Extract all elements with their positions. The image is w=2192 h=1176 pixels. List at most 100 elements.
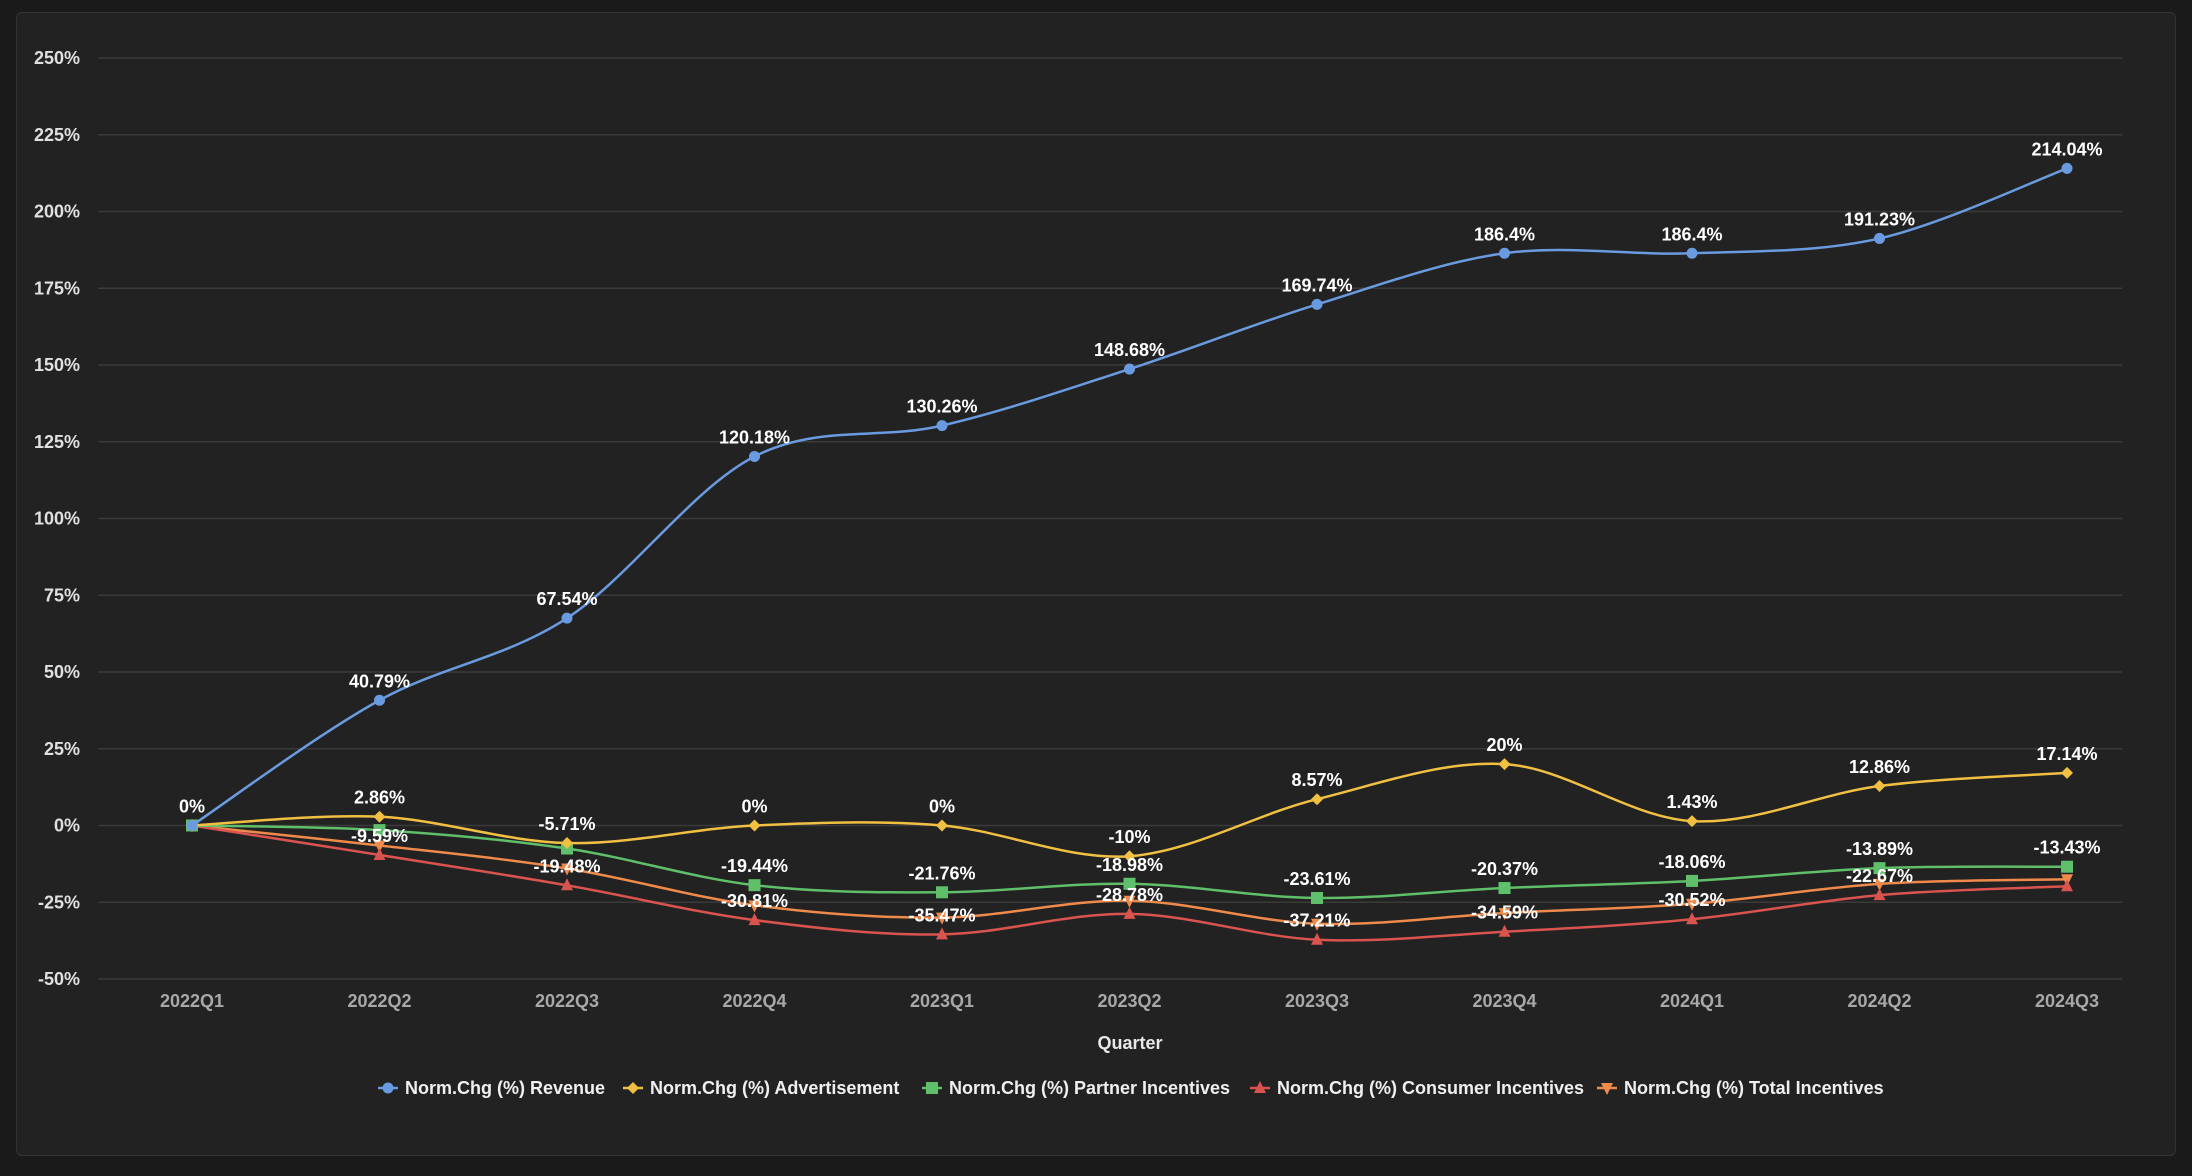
series-4 (186, 820, 2073, 931)
legend-label: Norm.Chg (%) Advertisement (650, 1078, 899, 1098)
data-point (373, 824, 386, 837)
data-point (1123, 906, 1136, 919)
x-tick-label: 2023Q4 (1472, 991, 1536, 1011)
legend-marker (627, 1082, 639, 1094)
legend-item-1[interactable]: Norm.Chg (%) Advertisement (623, 1078, 899, 1098)
data-point (2061, 879, 2073, 892)
data-point (1311, 918, 1323, 931)
data-point (1498, 758, 1511, 771)
data-point (748, 900, 761, 913)
legend-marker (926, 1082, 938, 1094)
y-tick-label: 50% (44, 662, 80, 682)
data-label: 8.57% (1291, 770, 1342, 790)
grid (98, 57, 2122, 980)
x-tick-label: 2023Q2 (1097, 991, 1161, 1011)
legend[interactable]: Norm.Chg (%) Revenue Norm.Chg (%) Adverti… (378, 1078, 1884, 1098)
data-point (1686, 247, 1698, 259)
x-axis-ticks: 2022Q1 2022Q2 2022Q3 2022Q4 2023Q1 2023Q2 2023… (160, 991, 2099, 1011)
data-point (1873, 888, 1886, 901)
y-tick-label: -50% (38, 969, 80, 989)
data-point (373, 847, 386, 860)
data-label: -18.98% (1096, 855, 1163, 875)
data-point (749, 451, 760, 463)
data-point (1311, 793, 1323, 806)
data-point (1498, 924, 1511, 937)
data-point (936, 420, 948, 432)
data-point (1311, 298, 1323, 310)
data-label: -9.59% (351, 826, 408, 846)
data-point (1311, 891, 1323, 904)
data-label: 17.14% (2036, 744, 2097, 764)
data-point (1873, 780, 1886, 793)
x-tick-label: 2024Q3 (2035, 991, 2099, 1011)
data-point (561, 837, 573, 850)
legend-item-3[interactable]: Norm.Chg (%) Consumer Incentives (1250, 1078, 1584, 1098)
data-point (373, 810, 386, 823)
legend-item-4[interactable]: Norm.Chg (%) Total Incentives (1597, 1078, 1884, 1098)
data-label: 214.04% (2031, 139, 2102, 159)
x-tick-label: 2022Q3 (535, 991, 599, 1011)
y-tick-label: 200% (34, 202, 80, 222)
x-tick-label: 2023Q3 (1285, 991, 1349, 1011)
legend-item-2[interactable]: Norm.Chg (%) Partner Incentives (922, 1078, 1230, 1098)
data-label: 169.74% (1281, 275, 1352, 295)
data-label: 191.23% (1844, 209, 1915, 229)
data-label: 0% (179, 797, 205, 817)
data-point (1124, 363, 1135, 375)
data-label: -37.21% (1283, 911, 1350, 931)
y-tick-label: 75% (44, 585, 80, 605)
data-label: -22.67% (1846, 866, 1913, 886)
x-tick-label: 2023Q1 (910, 991, 974, 1011)
data-label: -19.48% (533, 856, 600, 876)
series-1 (186, 758, 2073, 863)
series-line (191, 167, 2068, 827)
legend-marker (1601, 1083, 1613, 1095)
y-axis-ticks: -50% -25% 0% 25% 50% 75% 100% 125% 150% 175% 200% 2… (34, 48, 80, 989)
data-label: 20% (1486, 735, 1522, 755)
data-label: 0% (741, 797, 767, 817)
data-point (1499, 247, 1510, 259)
data-point (748, 819, 761, 832)
data-label: -34.59% (1471, 903, 1538, 923)
y-tick-label: 225% (34, 125, 80, 145)
data-label: -5.71% (538, 814, 595, 834)
data-label: 148.68% (1094, 340, 1165, 360)
data-label: -30.52% (1658, 890, 1725, 910)
data-point (1686, 912, 1698, 925)
legend-item-0[interactable]: Norm.Chg (%) Revenue (378, 1078, 605, 1098)
data-point (1123, 895, 1136, 908)
data-label: -13.89% (1846, 839, 1913, 859)
data-label: -19.44% (721, 856, 788, 876)
legend-label: Norm.Chg (%) Total Incentives (1624, 1078, 1884, 1098)
chart-panel (16, 12, 2176, 1156)
x-tick-label: 2022Q2 (347, 991, 411, 1011)
x-tick-label: 2024Q1 (1660, 991, 1724, 1011)
data-label: -13.43% (2033, 838, 2100, 858)
y-tick-label: 125% (34, 432, 80, 452)
x-tick-label: 2022Q4 (722, 991, 786, 1011)
legend-label: Norm.Chg (%) Consumer Incentives (1277, 1078, 1584, 1098)
data-point (1498, 882, 1511, 895)
data-label: 67.54% (536, 589, 597, 609)
y-tick-label: 175% (34, 278, 80, 298)
data-point (186, 820, 198, 831)
data-label: 1.43% (1666, 792, 1717, 812)
data-label: -18.06% (1658, 852, 1725, 872)
data-point (1498, 907, 1511, 920)
data-label: -23.61% (1283, 869, 1350, 889)
data-point (1311, 932, 1323, 945)
y-tick-label: -25% (38, 892, 80, 912)
data-labels: 0% 40.79% 67.54% 120.18% 130.26% 148.68% 169.7… (179, 139, 2103, 930)
data-label: -28.78% (1096, 885, 1163, 905)
data-label: 186.4% (1661, 224, 1722, 244)
data-label: 40.79% (349, 671, 410, 691)
data-label: 130.26% (906, 397, 977, 417)
data-point (1686, 815, 1698, 828)
data-point (1873, 862, 1886, 875)
y-tick-label: 100% (34, 509, 80, 529)
data-label: -35.47% (908, 905, 975, 925)
data-point (2061, 162, 2073, 174)
y-tick-label: 150% (34, 355, 80, 375)
data-point (1686, 874, 1698, 887)
